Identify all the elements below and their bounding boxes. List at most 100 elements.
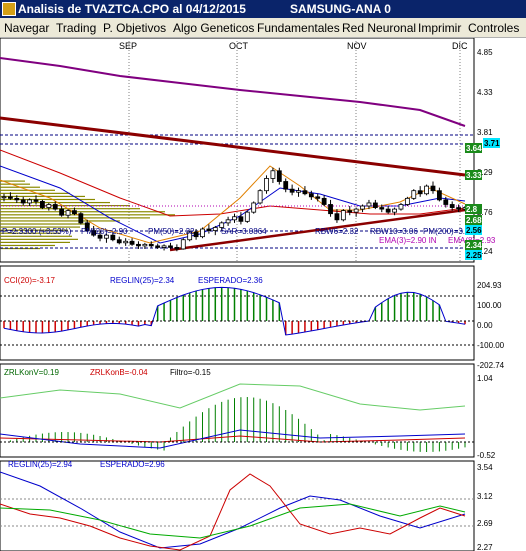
volume-profile-bar [0,232,60,234]
volume-profile-bar [0,211,165,213]
volume-profile-bar [0,217,150,219]
resistance-trendline [0,116,466,177]
menu-red-neuronal[interactable]: Red Neuronal [342,21,417,35]
candle-body [353,208,359,213]
title-bar: Analisis de TVAZTCA.CPO al 04/12/2015 SA… [0,0,526,18]
candle-body [59,208,65,216]
menu-navegar[interactable]: Navegar [4,21,50,35]
candle-body [251,202,257,213]
ma-200-line [0,57,466,127]
candle-body [136,243,141,247]
esperado-line [0,473,466,551]
reglin-tick-label: 3.12 [477,492,493,501]
zrl-label: Filtro=-0.15 [170,368,211,377]
candle-body [392,208,397,213]
candle-body [404,197,410,205]
candle-body [200,228,205,238]
cci-label: ESPERADO=2.36 [198,276,263,285]
menu-controles[interactable]: Controles [468,21,520,35]
price-box: 2.68 [466,216,482,225]
candle-body [449,204,455,208]
candle-body [187,231,193,241]
reglin-tick-label: 2.69 [477,519,493,528]
price-annotation: PM(20)=2.90 [81,227,128,236]
candle-body [65,210,71,216]
volume-profile-bar [0,192,70,194]
candle-body [148,243,154,247]
menu-imprimir[interactable]: Imprimir [418,21,462,35]
candle-body [334,213,340,221]
candle-body [219,222,225,228]
volume-profile-bar [0,220,120,222]
volume-profile-bar [0,223,90,225]
price-annotation: RBW6=2.32 [315,227,359,236]
month-label-oct: OCT [229,41,249,51]
candle-body [206,228,212,231]
candle-body [8,196,13,199]
candle-body [276,170,282,182]
volume-profile-bar [0,235,72,237]
chart-area: SEP OCT NOV DIC 4.85 4.33 3.81 3.29 2.76… [0,38,505,551]
volume-profile-bar [0,241,70,244]
price-box: 2.56 [466,226,482,235]
price-tick-label: 2.76 [477,208,493,217]
menu-fundamentales[interactable]: Fundamentales [257,21,340,35]
candle-body [385,208,391,213]
price-tick-label: 4.85 [477,48,493,57]
candle-body [411,190,417,199]
candle-body [129,240,135,245]
candle-body [398,204,404,210]
reglin-label: REGLIN(25)=2.94 [8,460,73,469]
reglin-green-line [0,503,466,539]
menu-algo-geneticos[interactable]: Algo Geneticos [173,21,255,35]
candle-body [257,190,263,204]
price-annotation: P=2.3300 (+3.53%) [2,227,72,236]
reglin-label: ESPERADO=2.96 [100,460,165,469]
volume-profile-bar [0,247,40,250]
candle-body [366,202,372,207]
candle-body [180,239,186,250]
candle-body [238,216,244,222]
zrl-tick-label: 1.04 [477,374,493,383]
cci-tick-label: 0.00 [477,321,493,330]
candle-body [168,245,173,248]
candle-body [436,190,442,201]
candle-body [46,204,52,208]
candle-body [33,199,39,202]
price-box: 3.33 [466,171,482,180]
candle-body [1,196,7,199]
month-label-sep: SEP [119,41,137,51]
candle-body [116,239,122,244]
reglin-panel [0,460,475,551]
zrl-panel [0,363,475,458]
candle-body [328,204,333,215]
candle-body [123,240,129,244]
price-box: 2.34 [466,241,482,250]
app-logo-icon [2,2,16,16]
cci-line [3,286,466,336]
price-tick-label: 4.33 [477,88,493,97]
price-box: 3.64 [466,144,482,153]
menu-p-objetivos[interactable]: P. Objetivos [103,21,167,35]
candle-body [142,243,148,247]
zrl-histogram [0,383,474,452]
price-annotation: RBW10=3.06 [370,227,418,236]
candle-body [347,210,353,213]
zrl-filter-line [0,429,466,449]
month-label-dic: DIC [452,41,468,51]
volume-profile-bar [0,208,140,210]
month-label-nov: NOV [347,41,367,51]
window-title: Analisis de TVAZTCA.CPO al 04/12/2015 [18,2,246,16]
volume-profile-bar [0,205,130,207]
zrl-konv-line [0,383,466,411]
menu-trading[interactable]: Trading [56,21,97,35]
candle-body [430,185,436,192]
candle-body [52,204,58,210]
candle-body [308,193,314,198]
candle-body [20,199,26,204]
volume-profile-bar [0,214,175,216]
candle-body [372,202,378,208]
candle-body [72,210,77,215]
candle-body [110,234,116,241]
candle-body [225,219,231,224]
